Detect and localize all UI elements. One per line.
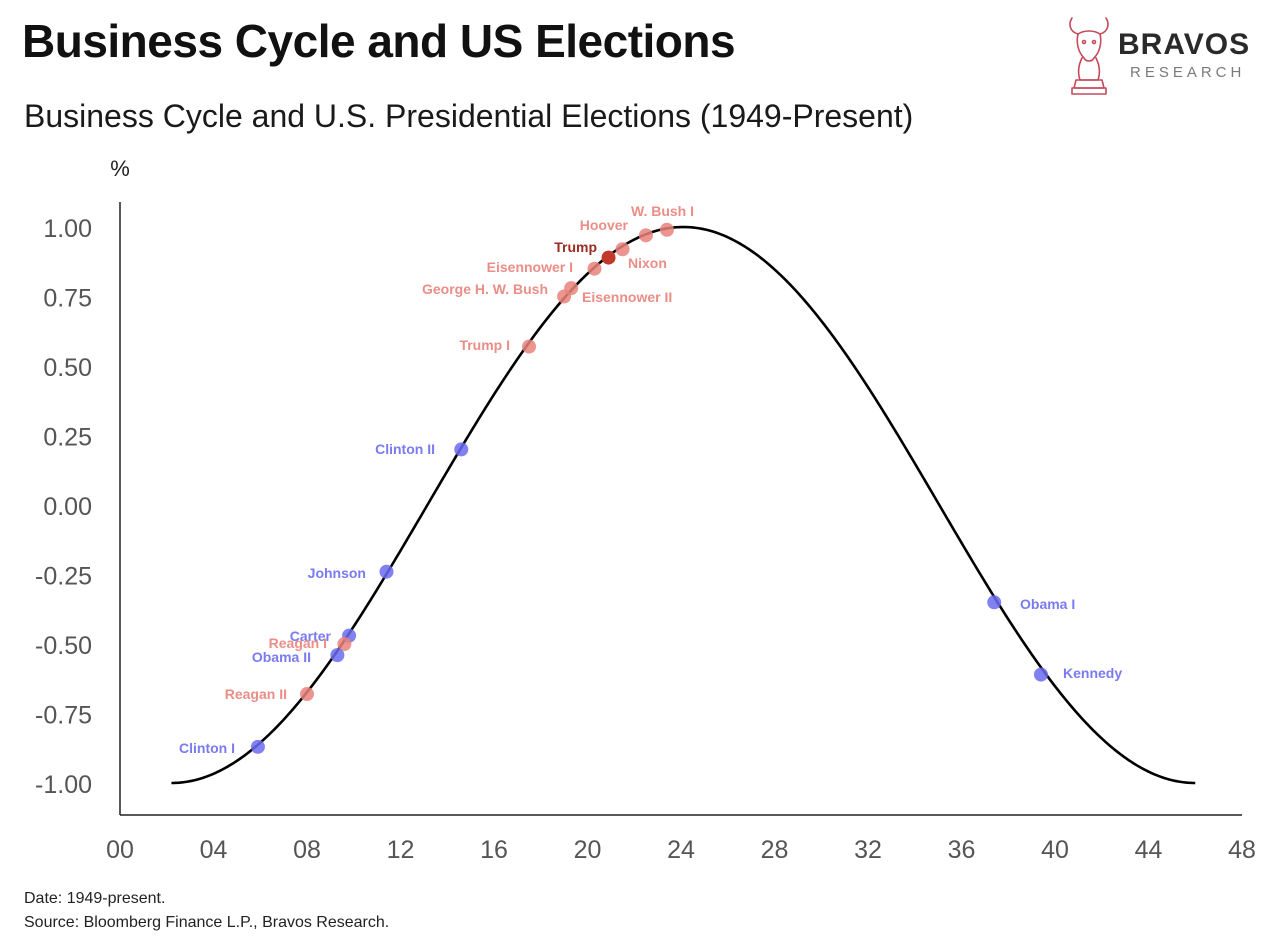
x-tick-label: 04 [200, 836, 228, 864]
business-cycle-chart: % 1.00 0.75 0.50 0.25 0.00 -0.25 -0.50 -0.75 -1.… [35, 156, 1256, 864]
y-axis-unit-label: % [110, 156, 130, 181]
election-point [987, 595, 1002, 610]
election-point-label: Johnson [308, 565, 366, 581]
election-point [601, 250, 616, 265]
election-point [330, 648, 345, 663]
election-point [300, 687, 314, 702]
x-tick-label: 28 [761, 836, 789, 864]
page-title: Business Cycle and US Elections [22, 15, 736, 67]
election-point-label: Clinton I [179, 740, 235, 756]
election-point-label: Obama II [252, 649, 311, 665]
election-point [379, 564, 394, 579]
y-tick-label: -0.50 [35, 632, 92, 660]
y-tick-label: 0.00 [43, 493, 92, 521]
election-point [454, 442, 469, 457]
y-tick-label: -1.00 [35, 771, 92, 799]
bull-chess-knight-icon [1069, 17, 1109, 95]
election-point-label: Obama I [1020, 596, 1075, 612]
election-point [522, 339, 537, 354]
x-tick-label: 44 [1135, 836, 1163, 864]
election-point [250, 739, 265, 754]
x-tick-label: 16 [480, 836, 508, 864]
y-tick-labels: 1.00 0.75 0.50 0.25 0.00 -0.25 -0.50 -0.75 -1.00 [35, 215, 92, 799]
y-tick-label: 0.25 [43, 424, 92, 452]
election-point-label: Trump [554, 239, 597, 255]
election-point-label: Hoover [580, 217, 629, 233]
election-point-label: Trump I [459, 337, 510, 353]
y-tick-label: 0.50 [43, 354, 92, 382]
x-tick-label: 40 [1041, 836, 1069, 864]
election-point-label: Eisennower I [487, 259, 573, 275]
x-tick-label: 36 [948, 836, 976, 864]
chart-subtitle: Business Cycle and U.S. Presidential Ele… [24, 98, 914, 134]
election-point [564, 281, 579, 296]
election-point-label: Reagan I [269, 635, 327, 651]
election-point [615, 242, 630, 257]
election-point-label: Kennedy [1063, 665, 1122, 681]
y-tick-label: 0.75 [43, 285, 92, 313]
x-tick-label: 12 [387, 836, 415, 864]
election-point-label: Clinton II [375, 441, 435, 457]
x-tick-label: 00 [106, 836, 134, 864]
election-point [638, 228, 653, 243]
election-point-label: George H. W. Bush [422, 281, 548, 297]
election-point-label: Carter [290, 628, 332, 644]
election-point-label: Nixon [628, 255, 667, 271]
x-tick-label: 08 [293, 836, 321, 864]
brand-logo: BRAVOS RESEARCH [1064, 12, 1274, 102]
election-point [587, 261, 602, 276]
brand-name: BRAVOS [1118, 28, 1251, 61]
date-note: Date: 1949-present. [24, 890, 166, 907]
y-tick-label: -0.75 [35, 702, 92, 730]
y-tick-label: -0.25 [35, 563, 92, 591]
business-cycle-curve [171, 225, 1196, 785]
x-tick-label: 20 [574, 836, 602, 864]
x-tick-label: 32 [854, 836, 882, 864]
election-point [659, 222, 674, 237]
election-point [1033, 667, 1048, 682]
x-tick-label: 24 [667, 836, 695, 864]
source-note: Source: Bloomberg Finance L.P., Bravos R… [24, 914, 390, 931]
election-point-label: Eisennower II [582, 289, 672, 305]
election-point [337, 637, 352, 651]
x-tick-labels: 00 04 08 12 16 20 24 28 32 36 40 44 48 [106, 836, 1256, 864]
x-tick-label: 48 [1228, 836, 1256, 864]
election-point-label: W. Bush I [631, 203, 694, 219]
y-tick-label: 1.00 [43, 215, 92, 243]
brand-tagline: RESEARCH [1130, 64, 1246, 81]
election-point-label: Reagan II [225, 686, 287, 702]
